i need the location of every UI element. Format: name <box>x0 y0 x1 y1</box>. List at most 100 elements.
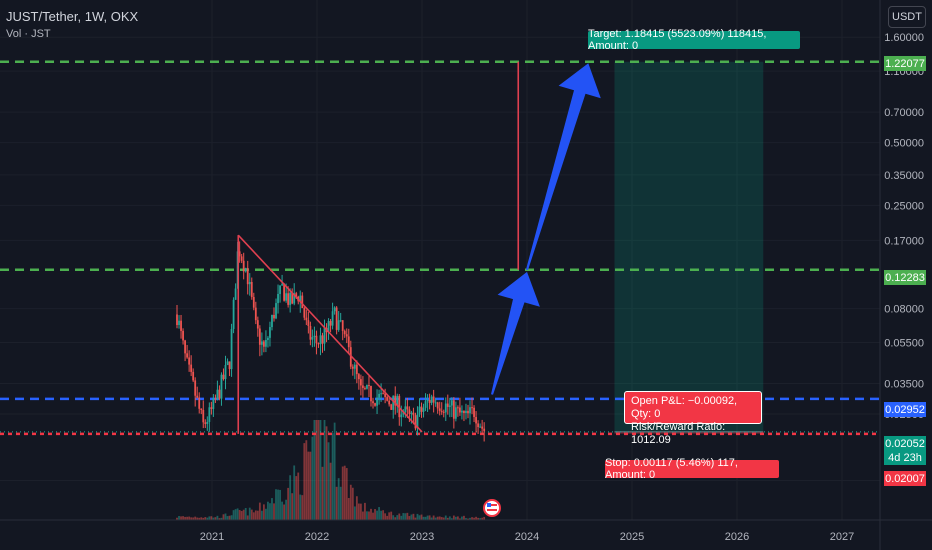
candle-body <box>224 364 227 380</box>
candle-body <box>186 353 189 358</box>
volume-bar <box>418 515 421 520</box>
candle-body <box>319 335 322 345</box>
volume-bar <box>258 502 261 520</box>
open-pnl-text: Open P&L: −0.00092, Qty: 0 <box>631 395 738 420</box>
candle-body <box>402 412 405 415</box>
candle-body <box>446 403 449 407</box>
candle-body <box>232 299 235 329</box>
volume-bar <box>265 508 267 520</box>
currency-button[interactable]: USDT <box>888 6 926 28</box>
candle-body <box>380 393 382 395</box>
position-tool[interactable] <box>614 61 764 434</box>
candle-body <box>192 371 195 381</box>
candle-body <box>463 410 465 414</box>
volume-bar <box>186 516 189 520</box>
volume-bar <box>273 503 275 520</box>
drawings[interactable] <box>237 61 601 517</box>
volume-bar <box>473 517 475 520</box>
profit-zone[interactable] <box>614 61 764 432</box>
projection-arrow-2[interactable] <box>526 63 601 271</box>
volume-bar <box>200 517 203 520</box>
volume-bar <box>414 517 417 520</box>
candle-body <box>416 414 419 429</box>
us-flag-event-icon[interactable] <box>483 499 501 517</box>
candle-body <box>461 410 463 413</box>
candle-body <box>204 422 207 424</box>
volume-bars <box>176 420 486 520</box>
volume-bar <box>440 517 443 520</box>
volume-bar <box>220 517 223 520</box>
projection-arrow-1[interactable] <box>491 271 540 395</box>
volume-bar <box>465 518 467 520</box>
candle-body <box>471 407 473 409</box>
y-tick-label: 0.50000 <box>884 138 924 150</box>
volume-bar <box>384 513 387 520</box>
volume-bar <box>214 517 217 520</box>
volume-bar <box>355 496 358 520</box>
candle-body <box>347 336 350 348</box>
symbol-title[interactable]: JUST/Tether, 1W, OKX <box>6 9 139 24</box>
y-tick-label: 1.60000 <box>884 32 924 44</box>
volume-bar <box>212 517 215 520</box>
volume-bar <box>240 510 243 520</box>
candle-body <box>370 385 372 402</box>
candle-body <box>452 400 455 419</box>
volume-bar <box>291 493 294 520</box>
volume-bar <box>327 442 330 520</box>
volume-bar <box>357 503 360 520</box>
entry-price-tag: 0.02952 <box>884 402 926 417</box>
volume-bar <box>232 510 235 520</box>
volume-bar <box>244 507 247 520</box>
candle-body <box>333 307 336 312</box>
candle-body <box>473 407 475 418</box>
horizontal-levels[interactable] <box>0 60 880 436</box>
volume-bar <box>398 513 401 520</box>
candle-body <box>283 284 286 301</box>
candle-body <box>436 402 439 409</box>
candle-body <box>337 320 340 330</box>
candle-body <box>265 340 267 347</box>
volume-bar <box>339 486 342 520</box>
candle-body <box>277 293 279 304</box>
volume-bar <box>226 516 229 520</box>
volume-bar <box>416 513 419 520</box>
volume-bar <box>364 502 366 520</box>
candle-body <box>376 397 378 406</box>
candle-body <box>206 421 209 424</box>
volume-bar <box>224 513 227 520</box>
candle-body <box>281 284 283 286</box>
volume-bar <box>343 465 346 520</box>
volume-bar <box>353 506 356 520</box>
candle-body <box>182 330 184 341</box>
volume-indicator-label[interactable]: Vol · JST <box>6 28 51 40</box>
volume-bar <box>260 510 263 520</box>
candle-body <box>329 321 332 326</box>
candle-body <box>378 393 380 398</box>
candle-body <box>303 308 306 318</box>
volume-bar <box>309 451 312 520</box>
volume-bar <box>469 517 471 520</box>
volume-bar <box>204 517 207 520</box>
candle-body <box>477 423 479 428</box>
candle-body <box>254 307 257 321</box>
volume-bar <box>246 515 249 520</box>
candle-body <box>366 385 368 389</box>
candle-body <box>428 399 431 403</box>
candle-body <box>180 320 182 331</box>
volume-bar <box>254 510 257 520</box>
candle-body <box>390 404 393 410</box>
candle-body <box>384 393 387 398</box>
volume-bar <box>262 504 265 520</box>
volume-bar <box>311 436 314 520</box>
volume-bar <box>362 511 364 520</box>
volume-bar <box>228 515 231 520</box>
descending-trendline[interactable] <box>237 234 423 433</box>
risk-reward-text: Risk/Reward Ratio: 1012.09 <box>631 421 726 446</box>
candle-body <box>260 341 263 345</box>
volume-bar <box>380 510 382 520</box>
volume-bar <box>252 512 255 520</box>
candle-body <box>248 281 251 285</box>
candle-body <box>267 337 269 341</box>
volume-bar <box>301 495 304 520</box>
